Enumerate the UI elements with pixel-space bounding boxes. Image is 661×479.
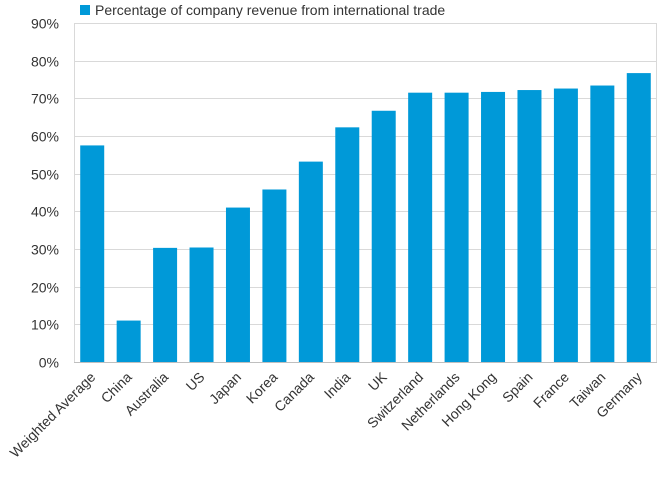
bar-taiwan [590,85,615,362]
bar-india [335,127,360,362]
bar-france [553,88,578,362]
bar-germany [626,73,651,362]
bar-switzerland [408,92,433,362]
bars [80,73,651,363]
bar-canada [298,161,323,362]
bar-korea [262,189,287,362]
bar-netherlands [444,92,469,362]
bar-australia [153,247,178,362]
y-tick-label: 90% [31,16,59,32]
y-tick-label: 50% [31,167,59,183]
bar-us [189,247,214,362]
y-tick-label: 70% [31,91,59,107]
y-tick-label: 0% [39,355,59,371]
bar-hong-kong [481,91,506,363]
legend-label: Percentage of company revenue from inter… [95,2,446,18]
chart-legend: Percentage of company revenue from inter… [80,2,445,18]
x-tick-label: India [321,369,354,402]
bar-china [116,320,141,362]
legend-swatch [80,5,90,15]
x-tick-label: Canada [271,369,317,415]
x-tick-label: Japan [206,369,244,407]
y-tick-label: 80% [31,54,59,70]
y-axis-tick-labels: 0% 10% 20% 30% 40% 50% 60% 70% 80% 90% [31,16,59,371]
x-tick-label: UK [365,368,391,394]
y-tick-label: 30% [31,242,59,258]
y-tick-label: 20% [31,280,59,296]
bar-spain [517,90,542,363]
y-tick-label: 10% [31,317,59,333]
bar-uk [371,110,396,362]
x-tick-label: US [183,369,208,394]
y-tick-label: 60% [31,129,59,145]
x-tick-label: France [530,369,572,411]
y-tick-label: 40% [31,204,59,220]
bar-japan [225,207,250,362]
bar-weighted-average [80,145,105,362]
x-tick-label: Weighted Average [6,369,98,461]
